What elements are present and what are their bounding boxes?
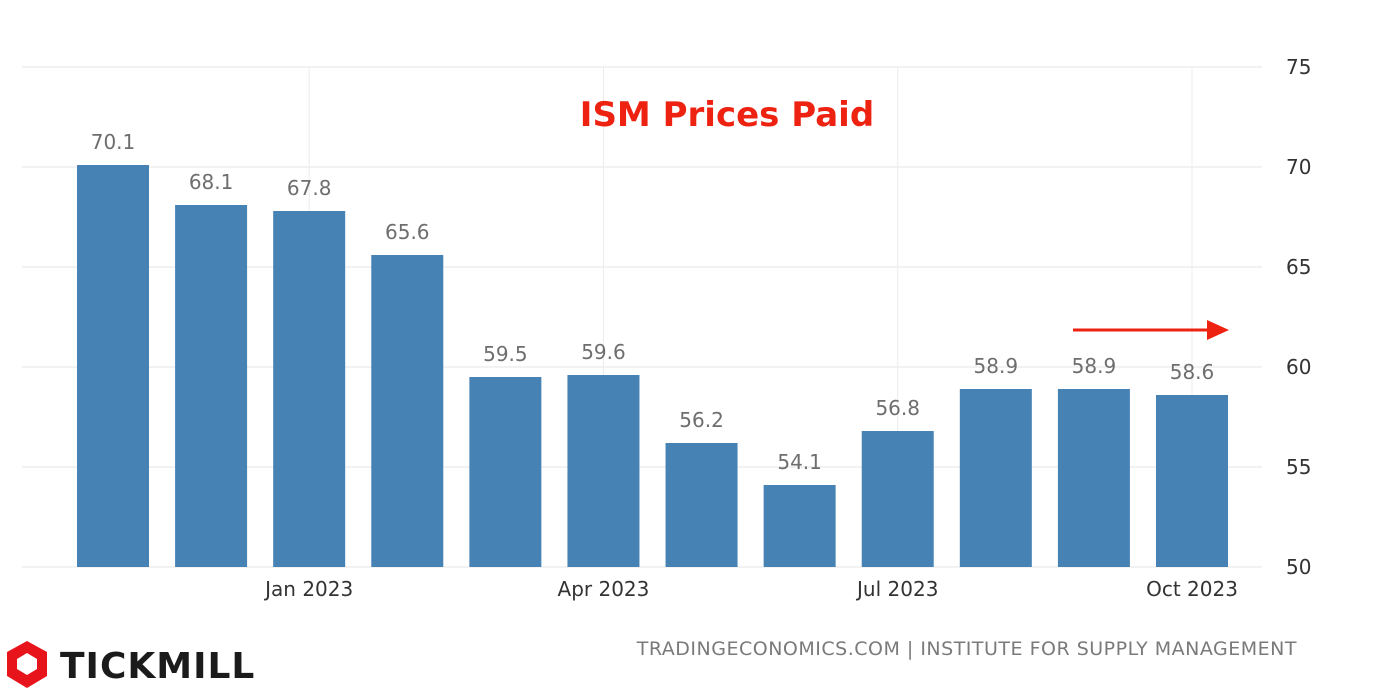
- y-tick-label: 65: [1286, 255, 1311, 279]
- x-axis: Jan 2023 Apr 2023 Jul 2023 Oct 2023: [263, 577, 1238, 601]
- bar-value-label: 59.6: [581, 340, 626, 364]
- bar: [175, 205, 248, 567]
- value-labels: 70.1 68.1 67.8 65.6 59.5 59.6 56.2 54.1 56.8 58.9…: [91, 130, 1215, 474]
- trend-arrow-head: [1207, 320, 1229, 340]
- y-tick-label: 55: [1286, 455, 1311, 479]
- y-tick-label: 75: [1286, 55, 1311, 79]
- bar: [77, 165, 149, 567]
- bar: [1156, 395, 1228, 567]
- y-axis: 50 55 60 65 70 75: [1286, 55, 1311, 579]
- x-tick-label: Jan 2023: [263, 577, 353, 601]
- x-tick-label: Oct 2023: [1146, 577, 1238, 601]
- tickmill-logo-inner: [17, 653, 37, 675]
- trend-arrow: [1073, 320, 1229, 340]
- bar-value-label: 67.8: [287, 176, 332, 200]
- y-tick-label: 70: [1286, 155, 1311, 179]
- bars: [77, 165, 1228, 567]
- bar: [273, 211, 346, 567]
- chart-title: ISM Prices Paid: [580, 95, 874, 135]
- bar: [763, 485, 836, 567]
- y-tick-label: 50: [1286, 555, 1311, 579]
- brand-name: TICKMILL: [60, 646, 255, 687]
- bar-value-label: 54.1: [777, 450, 822, 474]
- bar-value-label: 56.2: [679, 408, 724, 432]
- bar: [959, 389, 1032, 567]
- bar-value-label: 65.6: [385, 220, 430, 244]
- bar-value-label: 58.6: [1170, 360, 1215, 384]
- x-tick-label: Apr 2023: [558, 577, 650, 601]
- bar: [665, 443, 738, 567]
- x-tick-label: Jul 2023: [855, 577, 938, 601]
- bar: [861, 431, 934, 567]
- bar-value-label: 59.5: [483, 342, 528, 366]
- bar: [567, 375, 640, 567]
- tickmill-logo: TICKMILL: [7, 641, 255, 688]
- bar: [371, 255, 444, 567]
- bar-value-label: 68.1: [189, 170, 234, 194]
- bar-value-label: 58.9: [974, 354, 1019, 378]
- bar-value-label: 56.8: [875, 396, 920, 420]
- y-tick-label: 60: [1286, 355, 1311, 379]
- source-attribution: TRADINGECONOMICS.COM | INSTITUTE FOR SUP…: [636, 638, 1297, 660]
- bar-value-label: 70.1: [91, 130, 136, 154]
- bar: [1057, 389, 1130, 567]
- bar-value-label: 58.9: [1072, 354, 1117, 378]
- bar: [469, 377, 542, 567]
